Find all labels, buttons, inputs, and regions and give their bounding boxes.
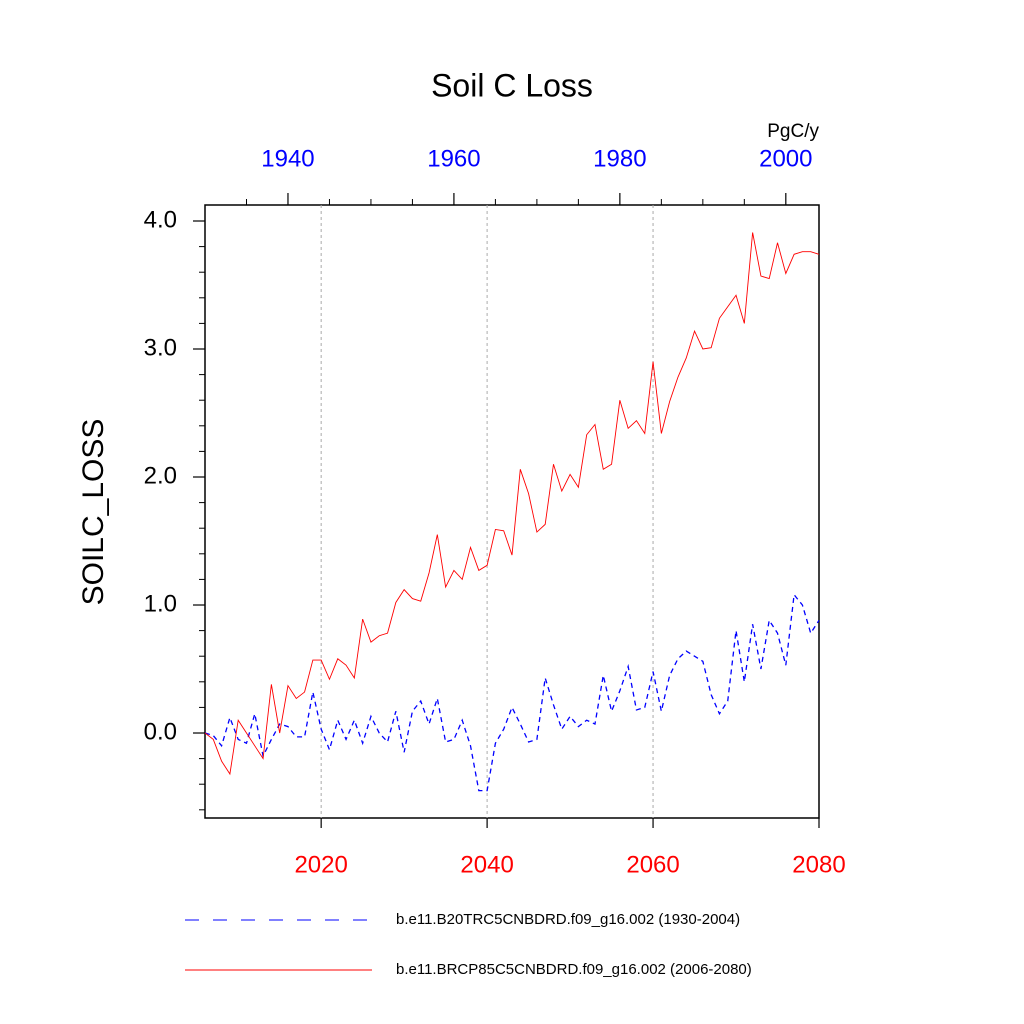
- y-tick-label: 0.0: [144, 718, 177, 745]
- x2-tick-label: 1960: [427, 145, 480, 172]
- legend-label: b.e11.B20TRC5CNBDRD.f09_g16.002 (1930-20…: [396, 911, 740, 928]
- y-tick-label: 3.0: [144, 334, 177, 361]
- x-tick-label: 2060: [626, 851, 679, 878]
- y-axis-label: SOILC_LOSS: [77, 419, 110, 606]
- units-label: PgC/y: [767, 121, 819, 142]
- y-tick-label: 1.0: [144, 590, 177, 617]
- series-line: [204, 593, 820, 792]
- y-tick-label: 2.0: [144, 462, 177, 489]
- x-tick-label: 2040: [460, 851, 513, 878]
- x2-tick-label: 2000: [759, 145, 812, 172]
- chart-title: Soil C Loss: [431, 67, 593, 103]
- x2-tick-label: 1940: [261, 145, 314, 172]
- series-line: [204, 232, 820, 776]
- y-tick-label: 4.0: [144, 206, 177, 233]
- legend-label: b.e11.BRCP85C5CNBDRD.f09_g16.002 (2006-2…: [396, 961, 752, 978]
- plot-frame: [204, 204, 820, 819]
- x2-tick-label: 1980: [593, 145, 646, 172]
- x-tick-label: 2080: [792, 851, 845, 878]
- x-tick-label: 2020: [294, 851, 347, 878]
